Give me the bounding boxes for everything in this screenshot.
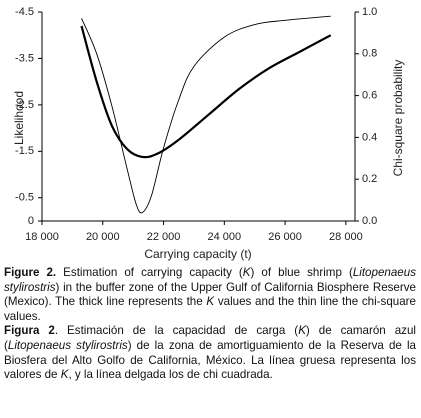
caption-text: ) de la zona de amortiguamiento de la Re… <box>4 338 416 382</box>
caption-text: K <box>242 266 251 279</box>
x-tick-label: 24 000 <box>208 231 242 243</box>
caption-text: Estimation of carrying capacity ( <box>56 266 243 279</box>
y2-tick-label: 0.8 <box>362 48 377 60</box>
y-tick-label: -4.5 <box>15 6 34 18</box>
caption-text: K <box>206 295 215 309</box>
series-line <box>80 25 332 159</box>
chart: Likelihood Chi-square probability Carryi… <box>12 6 405 261</box>
caption-text: Figura 2 <box>4 324 55 338</box>
caption-text: ) in the buffer zone of the Upper Gulf o… <box>4 280 416 309</box>
caption-text: K <box>298 324 306 338</box>
caption-text: ) of blue shrimp ( <box>250 266 353 279</box>
y2-tick-label: 0.6 <box>362 90 377 102</box>
caption-text: , y la línea delgada los de chi cuadrada… <box>68 368 273 382</box>
caption-text: values and the thin line the chi-square … <box>4 295 416 323</box>
caption-text: Litopenaeus stylirostris <box>7 338 128 352</box>
x-axis-title: Carrying capacity (t) <box>144 247 251 261</box>
y-tick-label: -1.5 <box>15 145 34 157</box>
caption-es: Figura 2. Estimación de la capacidad de … <box>4 324 416 382</box>
y2-tick-label: 0.4 <box>362 131 377 143</box>
x-tick-label: 22 000 <box>147 231 181 243</box>
caption-text: ) de camarón azul ( <box>4 324 416 352</box>
y2-tick-label: 1.0 <box>362 6 377 18</box>
y2-tick-label: 0.0 <box>362 215 377 227</box>
y-tick-label: -2.5 <box>15 99 34 111</box>
y2-tick-label: 0.2 <box>362 173 377 185</box>
caption-text: . Estimación de la capacidad de carga ( <box>54 324 299 338</box>
caption-en: Figure 2. Estimation of carrying capacit… <box>4 266 416 324</box>
x-tick-label: 28 000 <box>329 231 363 243</box>
y-tick-label: -3.5 <box>15 52 34 64</box>
y-tick-label: 0 <box>28 215 34 227</box>
caption: Figure 2. Estimation of carrying capacit… <box>4 266 416 383</box>
caption-text: Litopenaeus stylirostris <box>4 266 416 294</box>
x-tick-label: 26 000 <box>268 231 302 243</box>
y2-axis-title: Chi-square probability <box>391 60 405 177</box>
x-tick-label: 20 000 <box>86 231 120 243</box>
y-tick-label: -0.5 <box>15 192 34 204</box>
x-tick-label: 18 000 <box>25 231 59 243</box>
caption-text: K <box>60 368 69 382</box>
series-line <box>81 15 331 214</box>
caption-text: Figure 2. <box>4 266 57 279</box>
y-axis-title: Likelihood <box>12 91 26 145</box>
